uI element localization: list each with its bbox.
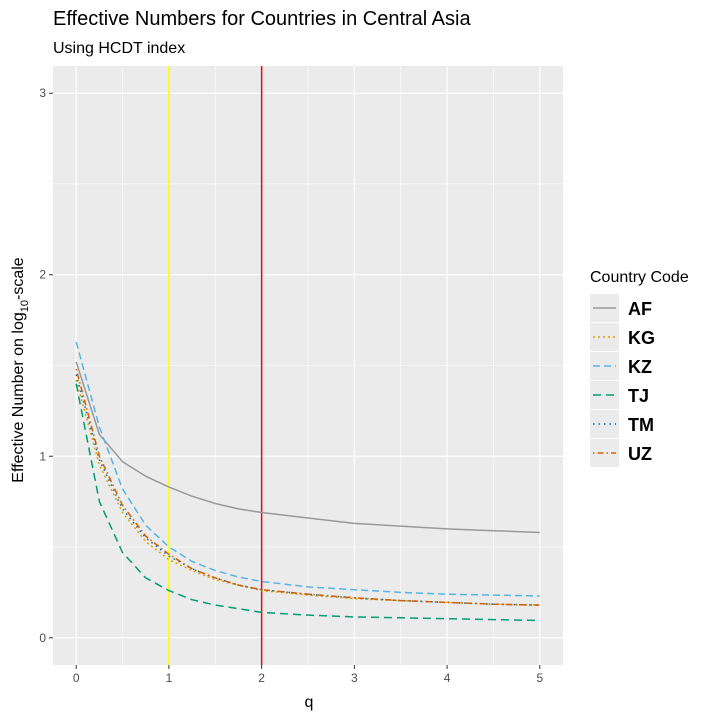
x-tick-label: 4	[444, 671, 451, 685]
y-tick-label: 0	[39, 631, 46, 645]
x-tick-label: 1	[166, 671, 173, 685]
series-lines	[75, 341, 540, 622]
legend-item-tj: TJ	[590, 381, 649, 409]
legend: Country Code AF KG KZ TJ TM UZ	[590, 269, 689, 467]
x-tick-label: 0	[73, 671, 80, 685]
legend-label: UZ	[628, 444, 652, 464]
y-tick-label: 1	[39, 449, 46, 463]
legend-items: AF KG KZ TJ TM UZ	[590, 294, 655, 467]
y-axis-title-main: Effective Number on log	[10, 312, 27, 482]
y-tick-label: 2	[39, 268, 46, 282]
x-tick-label: 2	[258, 671, 265, 685]
legend-label: KZ	[628, 357, 652, 377]
y-axis-title-suffix: -scale	[10, 257, 27, 300]
legend-item-af: AF	[590, 294, 652, 322]
series-line-af	[75, 361, 540, 534]
y-axis-title-subscript: 10	[19, 300, 31, 312]
x-axis-title: q	[305, 694, 314, 711]
legend-label: KG	[628, 328, 655, 348]
y-axis-title: Effective Number on log10-scale	[10, 257, 31, 483]
series-line-tj	[75, 383, 540, 622]
y-axis-ticks: 0 1 2 3	[39, 86, 53, 645]
legend-item-tm: TM	[590, 410, 654, 438]
y-tick-label: 3	[39, 86, 46, 100]
x-tick-label: 3	[351, 671, 358, 685]
legend-label: TJ	[628, 386, 649, 406]
legend-item-kz: KZ	[590, 352, 652, 380]
chart-subtitle: Using HCDT index	[53, 40, 185, 57]
chart-title: Effective Numbers for Countries in Centr…	[53, 8, 471, 30]
x-axis-ticks: 0 1 2 3 4 5	[73, 665, 543, 685]
x-tick-label: 5	[536, 671, 543, 685]
legend-item-uz: UZ	[590, 439, 652, 467]
legend-label: AF	[628, 299, 652, 319]
legend-title: Country Code	[590, 269, 689, 286]
series-line-kz	[75, 341, 540, 597]
series-line-uz	[75, 368, 540, 606]
grid-minor	[53, 66, 563, 665]
series-line-tm	[75, 374, 540, 606]
legend-label: TM	[628, 415, 654, 435]
legend-item-kg: KG	[590, 323, 655, 351]
reference-lines	[168, 66, 263, 665]
